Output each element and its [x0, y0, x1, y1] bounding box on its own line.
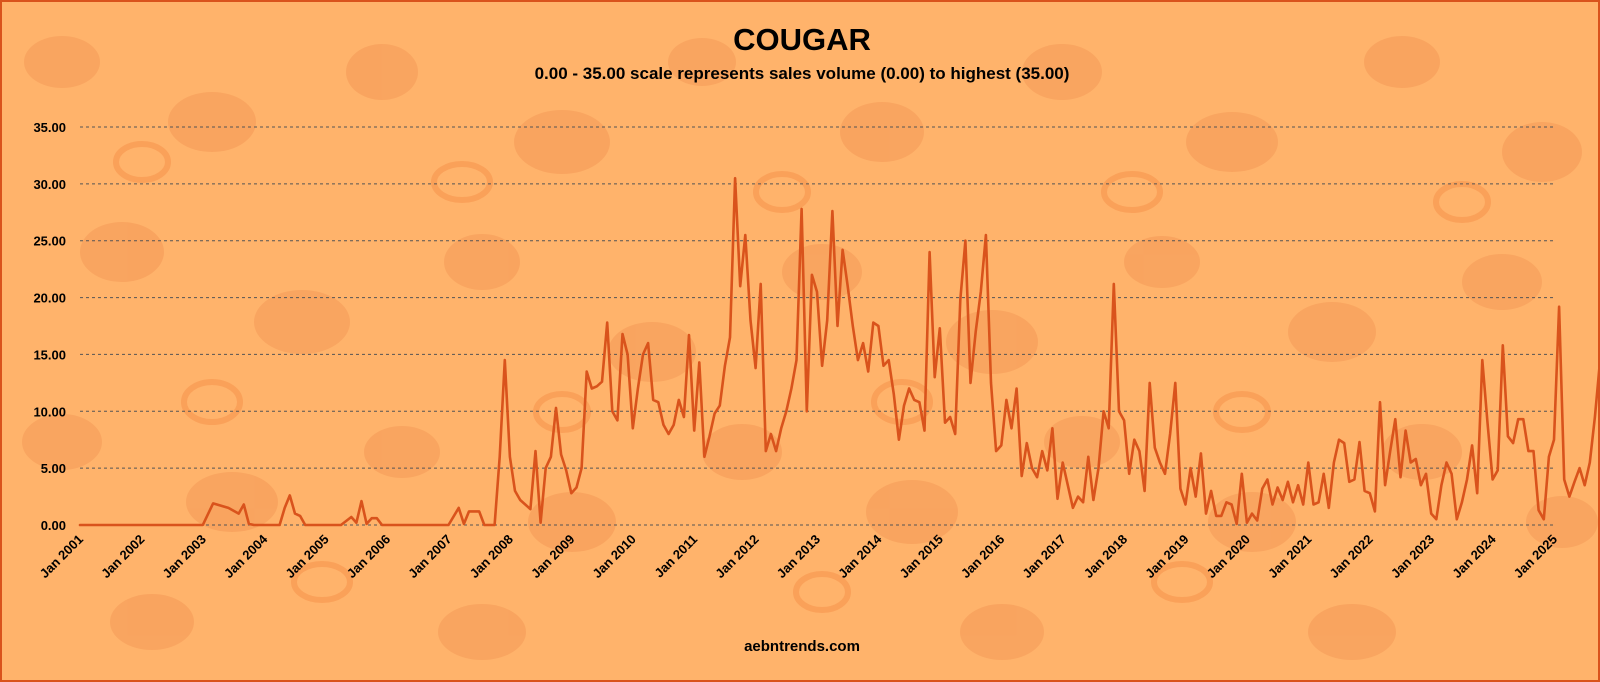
y-tick-label: 15.00: [33, 347, 66, 362]
y-axis-ticks: 0.00 5.00 10.00 15.00 20.00 25.00 30.00 35.00: [33, 120, 66, 533]
x-tick-label: Jan 2002: [98, 532, 147, 581]
x-tick-label: Jan 2020: [1204, 532, 1253, 581]
x-tick-label: Jan 2001: [37, 532, 86, 581]
chart-title: COUGAR: [733, 22, 871, 57]
x-tick-label: Jan 2015: [897, 532, 946, 581]
x-tick-label: Jan 2022: [1326, 532, 1375, 581]
y-tick-label: 20.00: [33, 291, 66, 306]
x-tick-label: Jan 2004: [221, 531, 271, 581]
x-tick-label: Jan 2016: [958, 532, 1007, 581]
y-tick-label: 25.00: [33, 234, 66, 249]
y-tick-label: 35.00: [33, 120, 66, 135]
x-tick-label: Jan 2019: [1142, 532, 1191, 581]
y-tick-label: 10.00: [33, 404, 66, 419]
y-tick-label: 0.00: [41, 518, 66, 533]
x-tick-label: Jan 2003: [160, 532, 209, 581]
x-tick-label: Jan 2017: [1019, 532, 1068, 581]
x-tick-label: Jan 2018: [1081, 532, 1130, 581]
y-tick-label: 5.00: [41, 461, 66, 476]
x-tick-label: Jan 2012: [712, 532, 761, 581]
x-tick-label: Jan 2024: [1449, 531, 1499, 581]
x-tick-label: Jan 2013: [774, 532, 823, 581]
x-tick-label: Jan 2007: [405, 532, 454, 581]
x-tick-label: Jan 2023: [1388, 532, 1437, 581]
x-tick-label: Jan 2011: [651, 532, 700, 581]
x-axis-ticks: Jan 2001 Jan 2002 Jan 2003 Jan 2004 Jan 2005…: [37, 531, 1560, 581]
x-tick-label: Jan 2014: [835, 531, 885, 581]
y-tick-label: 30.00: [33, 177, 66, 192]
x-tick-label: Jan 2009: [528, 532, 577, 581]
x-tick-label: Jan 2008: [467, 532, 516, 581]
x-tick-label: Jan 2025: [1511, 532, 1560, 581]
x-tick-label: Jan 2010: [589, 532, 638, 581]
x-tick-label: Jan 2005: [282, 532, 331, 581]
sales-volume-line: [78, 176, 1598, 527]
x-tick-label: Jan 2006: [344, 532, 393, 581]
chart-subtitle: 0.00 - 35.00 scale represents sales volu…: [534, 64, 1070, 83]
x-tick-label: Jan 2021: [1265, 532, 1314, 581]
source-credit: aebntrends.com: [744, 638, 860, 655]
